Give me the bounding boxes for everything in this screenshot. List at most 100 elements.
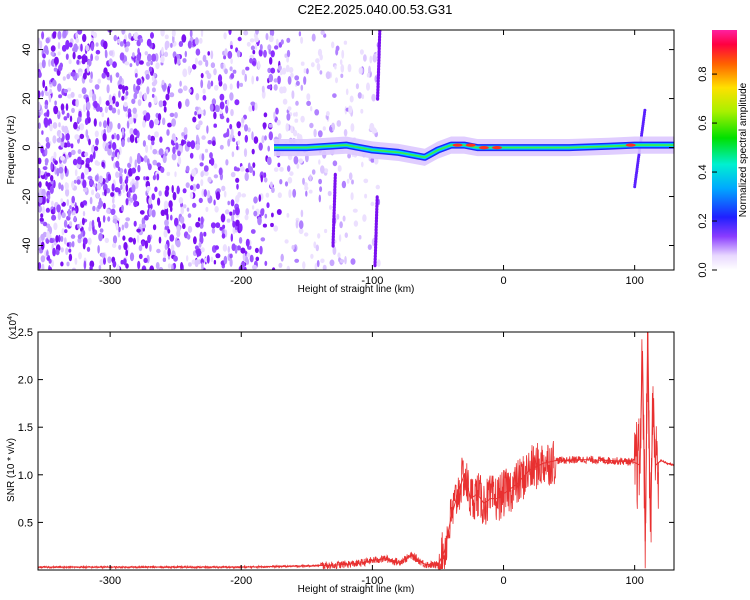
noise-dot [250,229,256,234]
noise-dot [207,176,212,183]
noise-dot [225,159,229,166]
noise-dot [94,130,99,138]
noise-dot [63,219,68,228]
noise-dot [253,136,259,144]
noise-dot [270,222,274,228]
noise-dot [49,237,53,243]
noise-dot [117,230,121,238]
noise-dot [226,99,230,107]
noise-dot [300,115,305,123]
noise-dot [121,127,125,136]
noise-dot [70,234,76,239]
noise-dot [200,247,205,253]
noise-dot [143,92,147,101]
noise-dot [181,139,185,146]
noise-dot [82,210,86,217]
noise-dot [236,183,239,190]
noise-dot [232,209,236,216]
noise-dot [71,241,75,248]
noise-dot [146,61,151,67]
noise-dot [213,199,216,206]
noise-dot [265,192,270,198]
noise-dot [160,209,166,216]
noise-dot [65,133,70,141]
noise-dot [115,101,120,108]
noise-dot [341,180,347,189]
noise-dot [91,189,95,196]
noise-dot [264,260,268,266]
noise-dot [370,201,375,207]
noise-dot [176,185,180,195]
noise-dot [148,66,153,72]
noise-dot [170,42,173,48]
noise-dot [170,214,173,221]
band-hotspot [625,143,636,147]
noise-dot [185,165,190,172]
noise-dot [85,157,91,165]
noise-dot [179,80,182,87]
noise-dot [221,185,226,192]
noise-dot [245,208,249,216]
noise-dot [153,95,158,104]
noise-dot [56,204,61,213]
noise-dot [122,186,125,194]
noise-dot [56,137,62,143]
noise-dot [274,45,279,50]
snr-x-tick-label: 100 [625,575,643,587]
noise-dot [124,85,129,91]
noise-dot [104,237,110,244]
noise-dot [187,225,193,233]
noise-dot [167,247,171,257]
noise-dot [336,213,340,220]
noise-dot [70,149,76,156]
noise-dot [63,237,67,245]
band-hotspot [492,146,502,150]
noise-dot [199,37,203,44]
noise-dot [298,158,304,164]
noise-dot [284,239,289,244]
noise-dot [99,106,103,113]
noise-dot [316,63,321,71]
noise-dot [357,92,362,99]
noise-dot [303,76,307,85]
noise-dot [164,243,168,251]
noise-dot [348,105,351,114]
colorbar-label: Normalized spectral amplitude [738,82,749,217]
noise-dot [133,220,137,227]
noise-dot [255,76,259,82]
noise-dot [139,210,145,215]
noise-dot [227,245,230,254]
noise-dot [146,185,151,192]
noise-dot [176,58,181,65]
noise-dot [204,171,209,176]
noise-dot [192,202,197,208]
noise-dot [219,226,223,231]
noise-dot [358,235,362,240]
noise-dot [281,86,287,94]
noise-dot [144,240,149,249]
noise-dot [368,65,371,75]
noise-dot [292,129,298,137]
noise-dot [300,209,304,218]
noise-dot [138,245,143,252]
noise-dot [129,63,133,68]
noise-dot [176,225,181,233]
noise-dot [332,246,337,256]
noise-dot [198,109,203,114]
noise-dot [70,71,76,77]
noise-dot [106,84,110,94]
noise-dot [319,186,323,193]
noise-dot [104,189,107,197]
noise-dot [182,223,186,230]
noise-dot [133,128,138,136]
heatmap-y-axis-label: Frequency (Hz) [6,116,17,185]
noise-dot [66,199,70,206]
page-title: C2E2.2025.040.00.53.G31 [297,2,453,17]
noise-dot [142,120,146,128]
noise-dot [287,76,292,85]
noise-dot [60,261,64,267]
colorbar: 0.0 0.2 0.4 0.6 0.8 Normalized spectral ampl… [697,30,749,278]
noise-dot [112,61,117,68]
noise-dot [294,118,299,123]
noise-dot [189,185,194,191]
